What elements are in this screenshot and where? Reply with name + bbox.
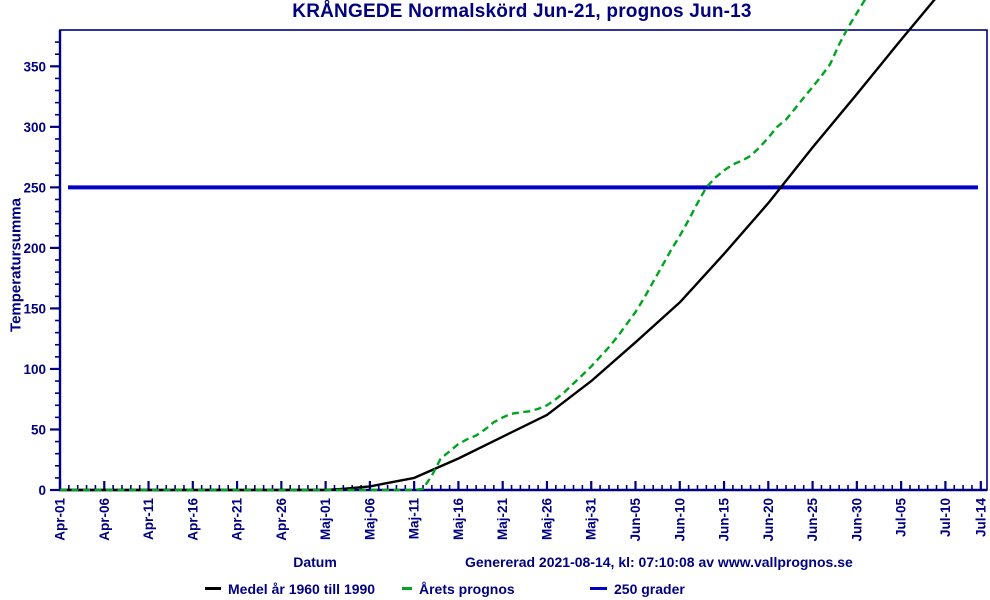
x-tick-label: Apr-01 xyxy=(53,498,68,541)
x-tick-label: Jul-10 xyxy=(938,498,953,537)
x-tick-label: Maj-01 xyxy=(318,498,333,541)
y-axis-label: Temperatursumma xyxy=(7,198,25,332)
y-tick-label: 350 xyxy=(23,59,46,74)
y-tick-label: 50 xyxy=(31,422,46,437)
legend-line-sample-black xyxy=(205,587,221,590)
legend-label-250-grader: 250 grader xyxy=(614,580,685,597)
legend-label-prognos: Årets prognos xyxy=(419,580,515,597)
series-line-medel-1960-1990 xyxy=(60,0,936,492)
legend-item-prognos: Årets prognos xyxy=(402,580,515,597)
x-tick-label: Jun-15 xyxy=(717,498,732,542)
y-tick-label: 150 xyxy=(23,301,46,316)
y-axis-ticks: 0 50 100 150 200 250 300 350 xyxy=(23,41,60,498)
y-tick-label: 200 xyxy=(23,241,46,256)
legend-item-medel: Medel år 1960 till 1990 xyxy=(205,580,375,597)
x-tick-label: Apr-21 xyxy=(230,498,245,541)
x-tick-label: Apr-16 xyxy=(185,498,200,541)
x-tick-label: Apr-11 xyxy=(141,498,156,541)
x-tick-label: Maj-11 xyxy=(407,498,422,540)
x-tick-label: Jun-20 xyxy=(761,498,776,542)
x-tick-label: Jun-25 xyxy=(805,498,820,542)
x-tick-label: Maj-26 xyxy=(539,498,554,541)
x-tick-label: Jun-30 xyxy=(849,498,864,542)
y-tick-label: 250 xyxy=(23,180,46,195)
y-tick-label: 300 xyxy=(23,120,46,135)
x-tick-label: Jul-05 xyxy=(894,498,909,538)
x-tick-label: Jun-05 xyxy=(628,498,643,542)
x-tick-label: Maj-06 xyxy=(362,498,377,541)
x-tick-label: Maj-21 xyxy=(495,498,510,541)
x-tick-label: Maj-31 xyxy=(584,498,599,541)
legend-item-250-grader: 250 grader xyxy=(590,580,685,597)
x-axis-ticks: Apr-01 Apr-06 Apr-11 Apr-16 Apr-21 Apr-26 Maj-… xyxy=(53,481,988,542)
x-tick-label: Maj-16 xyxy=(451,498,466,541)
x-tick-label: Apr-26 xyxy=(274,498,289,541)
legend-label-medel: Medel år 1960 till 1990 xyxy=(228,580,376,597)
x-tick-label: Jun-10 xyxy=(672,498,687,542)
legend-line-sample-green xyxy=(402,587,412,590)
generated-timestamp: Genererad 2021-08-14, kl: 07:10:08 av ww… xyxy=(465,554,853,570)
x-tick-label: Apr-06 xyxy=(97,498,112,541)
y-tick-label: 100 xyxy=(23,362,46,377)
series-line-arets-prognos xyxy=(60,0,867,492)
chart-title: KRÅNGEDE Normalskörd Jun-21, prognos Jun… xyxy=(292,1,752,22)
y-tick-label: 0 xyxy=(38,483,46,498)
x-tick-label: Jul-14 xyxy=(973,498,988,538)
x-axis-label: Datum xyxy=(293,554,337,570)
legend-line-sample-blue xyxy=(590,587,607,590)
axes xyxy=(58,30,987,492)
plot-frame xyxy=(59,29,988,491)
